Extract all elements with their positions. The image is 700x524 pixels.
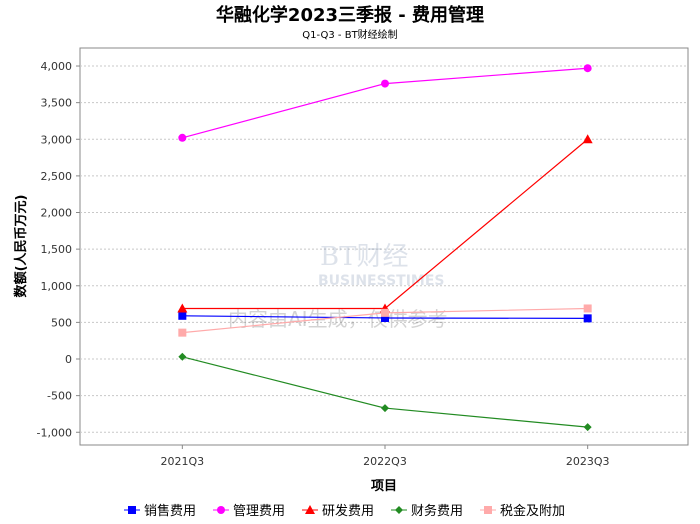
y-tick-label: 2,500 [41, 170, 73, 183]
y-tick-label: 0 [65, 353, 72, 366]
data-point [583, 423, 592, 432]
series-0 [178, 311, 592, 323]
legend-marker [217, 506, 225, 514]
y-tick-label: 1,000 [41, 280, 73, 293]
data-point [178, 352, 187, 361]
plot-area [79, 47, 689, 446]
data-point [582, 134, 593, 144]
y-tick-label: -500 [47, 390, 72, 403]
y-tick-label: 3,500 [41, 97, 73, 110]
data-point [381, 79, 389, 88]
y-tick-label: 4,000 [41, 60, 73, 73]
legend-label: 销售费用 [144, 503, 196, 519]
x-tick-label: 2023Q3 [566, 455, 610, 468]
y-tick-label: 500 [51, 316, 72, 329]
series-1 [178, 64, 592, 142]
series-3 [178, 352, 592, 432]
data-point [583, 314, 592, 323]
watermark: BT财经 BUSINESSTIMES 内容由AI生成，仅供参考 [228, 242, 448, 331]
chart-subtitle: Q1-Q3 - BT财经绘制 [302, 28, 397, 41]
data-point [178, 328, 187, 337]
x-tick-label: 2022Q3 [363, 455, 407, 468]
legend-marker [305, 505, 315, 514]
data-point [177, 303, 188, 313]
legend: 销售费用 管理费用 研发费用 财务费用 税金及附加 [124, 503, 565, 519]
series-4 [178, 304, 592, 337]
legend-label: 财务费用 [411, 503, 463, 519]
data-point [178, 311, 187, 320]
y-axis-label: 数额(人民币万元) [13, 195, 29, 298]
y-tick-label: -1,000 [37, 426, 72, 439]
data-point [381, 404, 389, 413]
data-point [178, 133, 187, 142]
data-point [583, 64, 592, 73]
watermark-notice: 内容由AI生成，仅供参考 [228, 307, 448, 331]
legend-label: 研发费用 [322, 503, 374, 519]
legend-marker [395, 506, 403, 514]
x-axis-label: 项目 [371, 479, 397, 494]
legend-marker [128, 506, 136, 514]
chart-title: 华融化学2023三季报 - 费用管理 [216, 4, 484, 26]
watermark-brand: BT财经 [320, 242, 408, 272]
y-tick-label: 1,500 [41, 243, 73, 256]
data-point [381, 308, 389, 317]
data-point [381, 313, 389, 322]
y-tick-label: 3,000 [41, 133, 73, 146]
x-tick-label: 2021Q3 [161, 455, 205, 468]
legend-label: 管理费用 [233, 504, 285, 519]
legend-label: 税金及附加 [500, 503, 565, 519]
legend-marker [484, 506, 492, 514]
data-point [583, 304, 592, 313]
y-tick-label: 2,000 [41, 207, 73, 220]
